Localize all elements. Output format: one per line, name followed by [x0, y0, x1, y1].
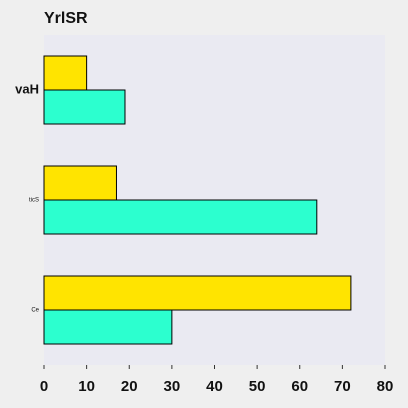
y-tick-label: ticS	[29, 198, 39, 204]
x-tick-label: 80	[377, 378, 394, 395]
x-tick-label: 20	[121, 378, 138, 395]
bar-ticS-series-1	[43, 165, 117, 201]
x-tick-label: 0	[40, 378, 48, 395]
bar-vaH-series-2	[43, 89, 126, 125]
x-tick-label: 30	[164, 378, 181, 395]
chart-title: YrlSR	[44, 10, 88, 27]
x-tick-label: 10	[78, 378, 95, 395]
x-tick-label: 40	[206, 378, 223, 395]
bar-ticS-series-2	[43, 199, 318, 235]
y-tick-label: Ce	[31, 308, 39, 314]
bar-Ce-series-2	[43, 309, 173, 345]
x-tick-label: 50	[249, 378, 266, 395]
bar-vaH-series-1	[43, 55, 88, 91]
y-tick-label: vaH	[15, 81, 39, 96]
x-tick-label: 70	[334, 378, 351, 395]
bar-Ce-series-1	[43, 275, 352, 311]
x-tick-label: 60	[291, 378, 308, 395]
